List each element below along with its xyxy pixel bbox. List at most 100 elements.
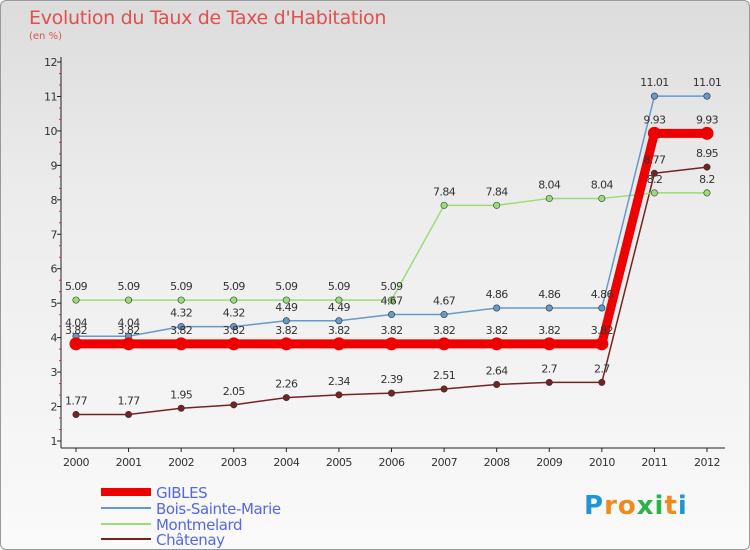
- data-point-3: [125, 410, 133, 418]
- data-label-2: 5.09: [328, 280, 351, 293]
- data-label-0: 3.82: [328, 324, 350, 337]
- data-point-3: [72, 410, 80, 418]
- data-label-0: 3.82: [486, 324, 508, 337]
- data-label-1: 4.67: [433, 295, 456, 308]
- y-tick-label: 12: [44, 56, 57, 69]
- data-point-3: [703, 163, 711, 171]
- data-point-3: [282, 394, 290, 402]
- data-point-1: [703, 92, 711, 100]
- data-point-0: [279, 337, 293, 351]
- x-tick-label: 2009: [536, 456, 562, 469]
- data-label-1: 4.86: [538, 288, 561, 301]
- data-point-2: [650, 189, 658, 197]
- x-tick-label: 2000: [63, 456, 89, 469]
- data-point-2: [493, 201, 501, 209]
- x-tick-label: 2004: [273, 456, 299, 469]
- data-point-3: [335, 391, 343, 399]
- data-label-0: 3.82: [538, 324, 560, 337]
- proxiti-logo: Proxiti: [584, 491, 688, 521]
- data-label-0: 3.82: [591, 324, 613, 337]
- data-label-2: 8.2: [647, 173, 663, 186]
- logo-letter: i: [654, 491, 665, 521]
- data-label-1: 4.49: [328, 301, 351, 314]
- data-point-0: [647, 126, 661, 140]
- y-tick-label: 3: [51, 366, 58, 379]
- x-tick-label: 2003: [221, 456, 247, 469]
- y-tick-label: 4: [51, 332, 58, 345]
- data-point-0: [542, 337, 556, 351]
- data-label-1: 4.86: [486, 288, 509, 301]
- data-label-2: 5.09: [65, 280, 88, 293]
- data-point-0: [595, 337, 609, 351]
- data-label-3: 2.51: [433, 369, 455, 382]
- data-label-1: 4.49: [275, 301, 298, 314]
- data-point-0: [122, 337, 136, 351]
- x-tick-label: 2005: [326, 456, 352, 469]
- data-point-3: [440, 385, 448, 393]
- data-point-3: [387, 389, 395, 397]
- data-point-2: [598, 194, 606, 202]
- data-point-1: [387, 311, 395, 319]
- data-label-0: 3.82: [433, 324, 455, 337]
- data-point-3: [177, 404, 185, 412]
- x-tick-label: 2010: [589, 456, 615, 469]
- data-point-1: [282, 317, 290, 325]
- data-label-2: 5.09: [275, 280, 298, 293]
- y-tick-label: 9: [51, 159, 58, 172]
- data-point-0: [332, 337, 346, 351]
- data-label-1: 4.67: [380, 295, 403, 308]
- data-label-0: 9.93: [643, 113, 666, 126]
- data-label-2: 8.2: [699, 173, 715, 186]
- legend-swatch: [101, 488, 151, 496]
- data-label-0: 3.82: [223, 324, 245, 337]
- data-point-2: [230, 296, 238, 304]
- data-point-0: [700, 126, 714, 140]
- data-point-2: [282, 296, 290, 304]
- legend-label: Bois-Sainte-Marie: [156, 500, 281, 518]
- x-tick-label: 2001: [116, 456, 142, 469]
- data-point-1: [545, 304, 553, 312]
- y-tick-label: 5: [51, 297, 58, 310]
- data-label-3: 2.05: [223, 385, 246, 398]
- logo-letter: t: [664, 491, 678, 521]
- data-point-3: [545, 378, 553, 386]
- chart-subtitle: (en %): [29, 31, 62, 42]
- data-point-1: [230, 323, 238, 331]
- data-point-1: [650, 92, 658, 100]
- y-tick-label: 6: [51, 263, 58, 276]
- data-label-3: 1.77: [65, 394, 88, 407]
- chart-title: Evolution du Taux de Taxe d'Habitation: [29, 7, 387, 29]
- logo-letter: r: [604, 491, 618, 521]
- data-point-1: [335, 317, 343, 325]
- data-label-1: 4.04: [65, 316, 88, 329]
- data-label-3: 2.7: [541, 362, 557, 375]
- y-tick-label: 1: [51, 435, 58, 448]
- data-label-3: 1.77: [118, 394, 141, 407]
- data-label-0: 3.82: [380, 324, 402, 337]
- data-label-1: 4.04: [118, 316, 141, 329]
- x-tick-label: 2007: [431, 456, 457, 469]
- data-point-1: [598, 304, 606, 312]
- data-point-3: [650, 169, 658, 177]
- data-label-3: 2.34: [328, 375, 351, 388]
- data-label-2: 5.09: [223, 280, 246, 293]
- data-point-2: [545, 194, 553, 202]
- data-label-2: 5.09: [118, 280, 141, 293]
- data-point-3: [493, 380, 501, 388]
- x-tick-label: 2002: [168, 456, 194, 469]
- data-label-2: 7.84: [433, 185, 456, 198]
- data-label-1: 4.86: [591, 288, 614, 301]
- data-point-2: [335, 296, 343, 304]
- data-point-0: [69, 337, 83, 351]
- data-point-0: [174, 337, 188, 351]
- data-label-3: 8.95: [696, 147, 719, 160]
- data-point-1: [177, 323, 185, 331]
- x-tick-label: 2012: [694, 456, 720, 469]
- logo-letter: o: [617, 491, 637, 521]
- x-tick-label: 2011: [641, 456, 667, 469]
- data-label-2: 7.84: [486, 185, 509, 198]
- data-point-2: [387, 296, 395, 304]
- legend-label: Châtenay: [156, 531, 225, 549]
